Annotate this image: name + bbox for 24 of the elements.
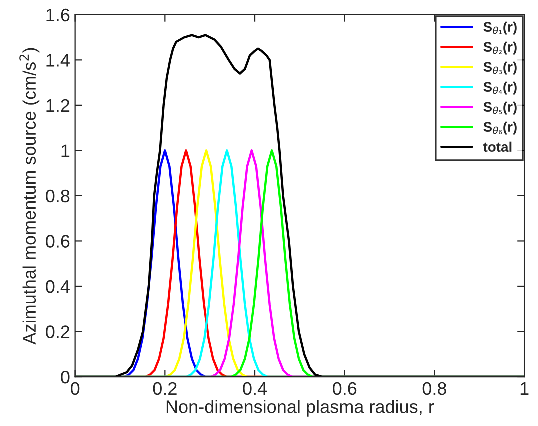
x-tick-label: 0.6 xyxy=(333,382,357,396)
x-axis-title: Non-dimensional plasma radius, r xyxy=(166,400,434,417)
y-tick-label: 0.6 xyxy=(46,235,70,248)
y-tick-label: 1.6 xyxy=(46,8,70,22)
y-tick-label: 0.2 xyxy=(46,326,70,338)
legend-label: total xyxy=(483,142,512,152)
y-tick-label: 0.8 xyxy=(46,190,70,203)
legend-label: S$_{θ₅}$(r) xyxy=(484,102,517,115)
legend-label: S$_{θ₂}$(r) xyxy=(484,42,517,55)
y-tick-label: 1 xyxy=(62,144,70,158)
x-tick-label: 0.8 xyxy=(422,382,446,396)
y-tick-label: 1.2 xyxy=(46,99,70,112)
legend-label: S$_{θ₆}$(r) xyxy=(484,122,517,135)
y-axis-title: Azimuthal momentum source (cm/s$^{2}$) xyxy=(20,48,40,345)
legend-label: S$_{θ₄}$(r) xyxy=(484,82,517,95)
x-tick-label: 0.2 xyxy=(153,382,177,396)
legend-label: S$_{θ₃}$(r) xyxy=(484,62,517,75)
y-tick-label: 0.4 xyxy=(46,280,70,294)
x-tick-label: 0 xyxy=(71,382,80,396)
y-tick-label: 0 xyxy=(61,370,70,384)
x-tick-label: 1 xyxy=(520,382,529,395)
y-tick-label: 1.4 xyxy=(46,54,70,67)
legend-label: S$_{θ₁}$(r) xyxy=(484,22,517,35)
x-tick-label: 0.4 xyxy=(243,382,268,396)
